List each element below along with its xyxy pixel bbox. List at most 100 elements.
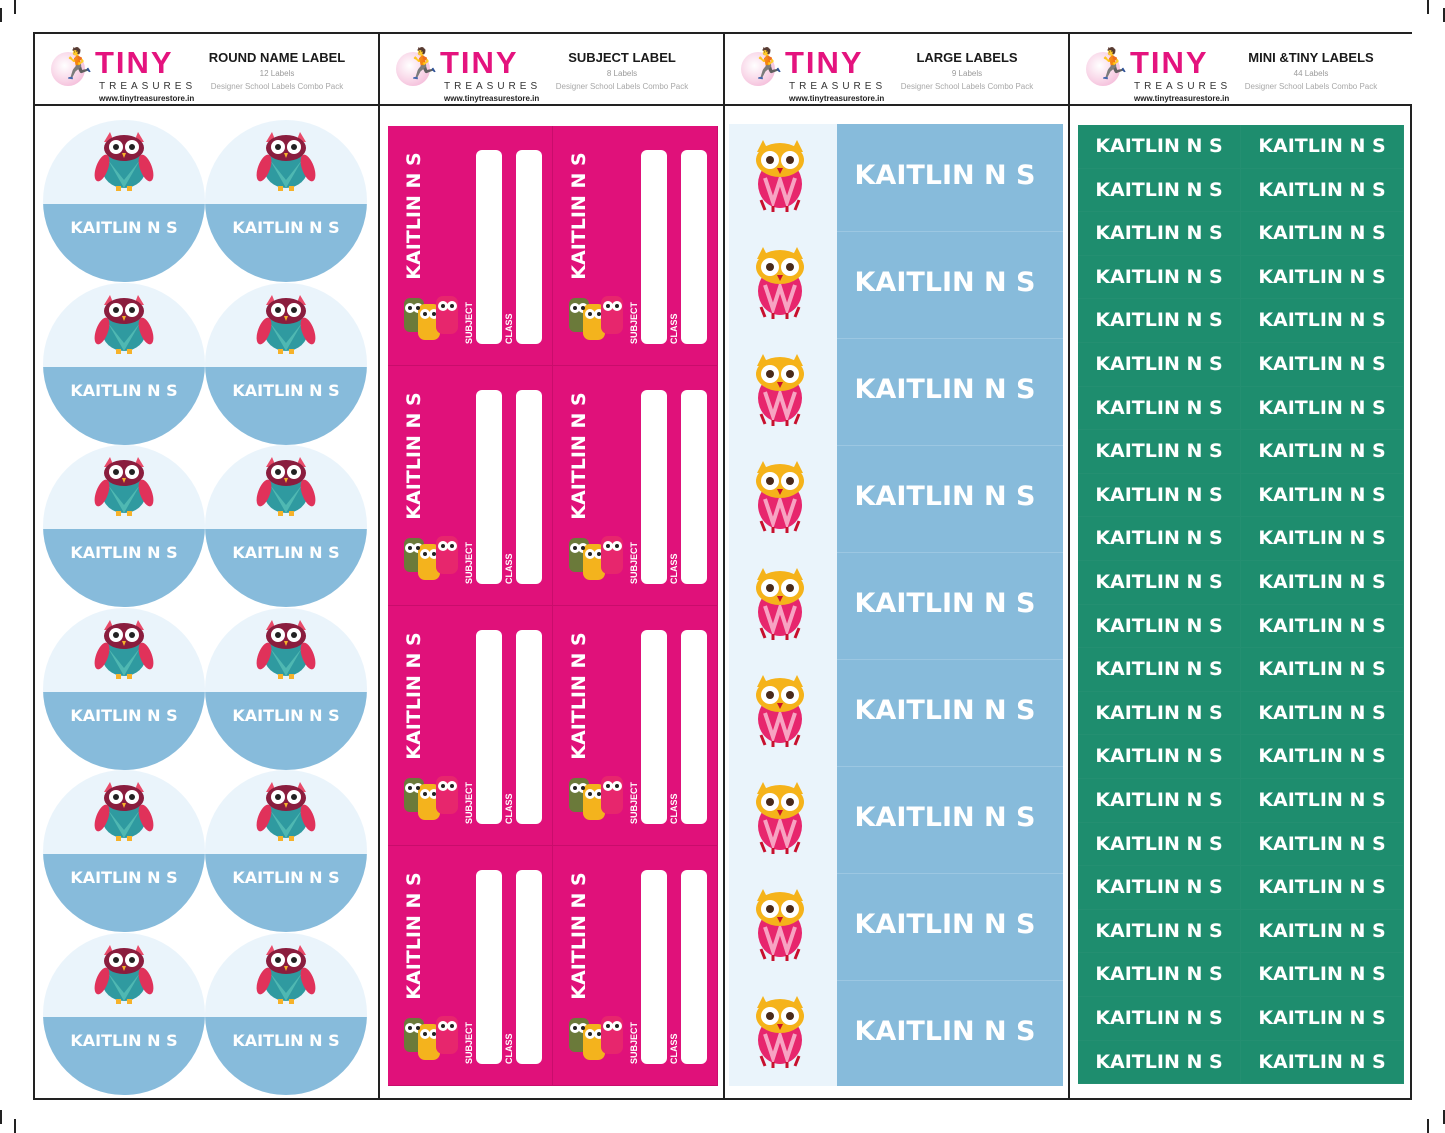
label-name: KAITLIN N S: [568, 152, 590, 280]
owl-icon: [751, 354, 809, 432]
mini-name-label: KAITLIN N S: [1241, 822, 1404, 867]
class-field-label: CLASS: [504, 793, 514, 824]
class-field: [516, 150, 542, 344]
mini-name-label: KAITLIN N S: [1241, 691, 1404, 736]
section-title: ROUND NAME LABEL: [208, 50, 346, 65]
mini-name-label: KAITLIN N S: [1078, 822, 1241, 867]
subject-field-label: SUBJECT: [464, 781, 474, 824]
owl-icon: [256, 618, 316, 684]
label-name: KAITLIN N S: [568, 872, 590, 1000]
mini-name-label: KAITLIN N S: [1241, 648, 1404, 692]
logo-circle: [51, 52, 85, 86]
logo-circle: [1086, 52, 1120, 86]
subject-field-label: SUBJECT: [629, 301, 639, 344]
label-divider: [837, 231, 1063, 232]
mini-name-label: KAITLIN N S: [1241, 430, 1404, 474]
label-divider: [837, 873, 1063, 874]
mini-name-label: KAITLIN N S: [1241, 517, 1404, 561]
crop-mark: [1443, 8, 1445, 22]
mini-name-label: KAITLIN N S: [1078, 909, 1241, 954]
subject-field: [641, 870, 667, 1064]
subject-label: KAITLIN N S SUBJECT CLASS: [388, 606, 553, 846]
mini-name-label: KAITLIN N S: [1241, 473, 1404, 518]
mini-name-label: KAITLIN N S: [1241, 604, 1404, 649]
class-field: [516, 870, 542, 1064]
label-name: KAITLIN N S: [232, 543, 340, 562]
label-name: KAITLIN N S: [403, 152, 425, 280]
mini-name-label: KAITLIN N S: [1241, 953, 1404, 997]
large-label: KAITLIN N S: [729, 659, 1063, 766]
class-field: [516, 630, 542, 824]
section-title: SUBJECT LABEL: [568, 50, 676, 65]
mini-name-label: KAITLIN N S: [1241, 866, 1404, 910]
owl-icon: [94, 293, 154, 359]
section-header: 🏃 TINY TREASURES www.tinytreasurestore.i…: [380, 34, 723, 106]
round-name-label: KAITLIN N S: [43, 120, 205, 282]
owl-icon: [94, 618, 154, 684]
label-name: KAITLIN N S: [70, 543, 178, 562]
runner-icon: 🏃: [1094, 47, 1132, 82]
subject-label-column: 🏃 TINY TREASURES www.tinytreasurestore.i…: [380, 34, 725, 1098]
large-label: KAITLIN N S: [729, 338, 1063, 445]
owl-icon: [94, 943, 154, 1009]
label-divider: [837, 766, 1063, 767]
subject-label: KAITLIN N S SUBJECT CLASS: [553, 606, 718, 846]
round-name-label: KAITLIN N S: [43, 282, 205, 445]
logo-url: www.tinytreasurestore.in: [789, 94, 885, 103]
label-name: KAITLIN N S: [854, 160, 1036, 191]
owl-icon: [751, 889, 809, 967]
class-field: [681, 390, 707, 584]
mini-name-label: KAITLIN N S: [1078, 343, 1241, 387]
label-name: KAITLIN N S: [854, 481, 1036, 512]
label-name: KAITLIN N S: [403, 392, 425, 520]
subject-label: KAITLIN N S SUBJECT CLASS: [553, 366, 718, 606]
crop-mark: [14, 1119, 16, 1133]
mini-name-label: KAITLIN N S: [1078, 561, 1241, 605]
label-name: KAITLIN N S: [232, 380, 340, 400]
label-name: KAITLIN N S: [854, 267, 1036, 298]
subject-field: [641, 630, 667, 824]
class-field-label: CLASS: [669, 1033, 679, 1064]
mini-name-label: KAITLIN N S: [1241, 909, 1404, 954]
large-label: KAITLIN N S: [729, 231, 1063, 338]
section-subtitle: Designer School Labels Combo Pack: [900, 82, 1034, 91]
owl-group-icon: [567, 1012, 625, 1062]
owl-group-icon: [402, 292, 460, 342]
round-name-label: KAITLIN N S: [205, 932, 367, 1095]
label-name: KAITLIN N S: [70, 705, 178, 725]
section-count: 9 Labels: [951, 69, 983, 78]
owl-icon: [751, 996, 809, 1074]
brand-logo: 🏃 TINY TREASURES www.tinytreasurestore.i…: [741, 46, 901, 103]
label-divider: [837, 552, 1063, 553]
mini-name-label: KAITLIN N S: [1078, 430, 1241, 474]
subject-field: [641, 390, 667, 584]
section-count: 12 Labels: [259, 69, 295, 78]
subject-field: [476, 870, 502, 1064]
label-name: KAITLIN N S: [403, 872, 425, 1000]
logo-circle: [741, 52, 775, 86]
label-divider: [837, 980, 1063, 981]
section-header: 🏃 TINY TREASURES www.tinytreasurestore.i…: [725, 34, 1068, 106]
label-divider: [837, 659, 1063, 660]
owl-group-icon: [567, 772, 625, 822]
owl-group-icon: [402, 1012, 460, 1062]
mini-name-label: KAITLIN N S: [1078, 735, 1241, 779]
owl-icon: [751, 568, 809, 646]
large-label: KAITLIN N S: [729, 552, 1063, 659]
class-field-label: CLASS: [504, 1033, 514, 1064]
owl-icon: [751, 675, 809, 753]
mini-name-label: KAITLIN N S: [1241, 255, 1404, 300]
logo-wordmark: TINY: [95, 45, 174, 80]
subject-field: [476, 390, 502, 584]
mini-name-label: KAITLIN N S: [1241, 561, 1404, 605]
logo-circle: [396, 52, 430, 86]
runner-icon: 🏃: [404, 47, 442, 82]
brand-logo: 🏃 TINY TREASURES www.tinytreasurestore.i…: [51, 45, 211, 103]
mini-name-label: KAITLIN N S: [1241, 168, 1404, 213]
crop-mark: [1427, 0, 1429, 14]
label-name: KAITLIN N S: [70, 218, 178, 237]
round-name-label: KAITLIN N S: [43, 445, 205, 607]
label-name: KAITLIN N S: [854, 695, 1036, 726]
owl-icon: [751, 140, 809, 218]
crop-mark: [1443, 1110, 1445, 1124]
